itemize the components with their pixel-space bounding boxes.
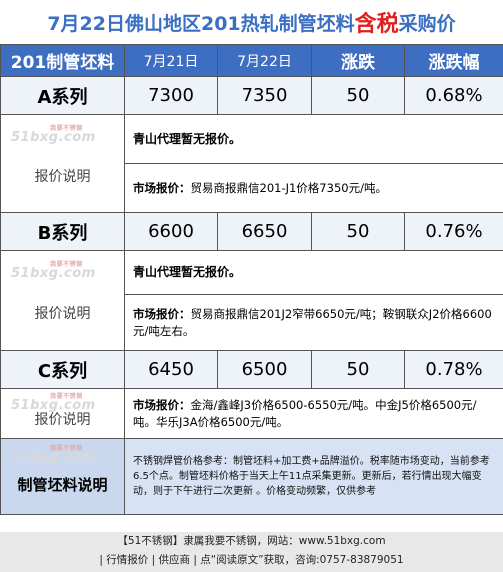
price-prev: 6450: [124, 350, 218, 389]
price-table: 201制管坯料 7月21日 7月22日 涨跌 涨跌幅 A系列 7300 7350…: [0, 44, 503, 515]
table-row: C系列 6450 6500 50 0.78%: [0, 350, 503, 389]
title-prefix: 7月22日佛山地区201热轧制管坯料: [47, 12, 355, 35]
watermark-logo: 我要不锈钢 51bxg.com: [11, 261, 96, 281]
title-suffix: 采购价: [398, 12, 456, 35]
table-header-row: 201制管坯料 7月21日 7月22日 涨跌 涨跌幅: [0, 44, 503, 77]
note-row: 我要不锈钢 51bxg.com 报价说明 青山代理暂无报价。: [0, 114, 503, 213]
price-change: 50: [311, 76, 405, 115]
note-label-cell: 我要不锈钢 51bxg.com 报价说明: [0, 114, 125, 213]
price-change: 50: [311, 212, 405, 251]
explanation-row: 我要不锈钢 51bxg.com 制管坯料说明 不锈钢焊管价格参考：制管坯料+加工费…: [0, 438, 503, 515]
note-label-cell: 我要不锈钢 51bxg.com 报价说明: [0, 250, 125, 351]
note-text: 青山代理暂无报价。: [124, 250, 503, 295]
note-row: 市场报价：贸易商报鼎信201-J1价格7350元/吨。: [1, 163, 503, 213]
series-name: A系列: [0, 76, 125, 115]
note-row: 我要不锈钢 51bxg.com 报价说明 市场报价：金海/鑫峰J3价格6500-6…: [0, 388, 503, 439]
explanation-label: 制管坯料说明: [17, 476, 108, 494]
note-text: 青山代理暂无报价。: [124, 114, 503, 164]
header-cell: 7月22日: [217, 44, 312, 77]
title-highlight: 含税: [354, 12, 399, 37]
note-label: 报价说明: [34, 411, 91, 428]
price-prev: 6600: [124, 212, 218, 251]
price-curr: 7350: [217, 76, 312, 115]
note-row: 我要不锈钢 51bxg.com 报价说明 青山代理暂无报价。: [0, 250, 503, 351]
note-label-cell: 我要不锈钢 51bxg.com 报价说明: [0, 388, 125, 439]
explanation-text: 不锈钢焊管价格参考：制管坯料+加工费+品牌溢价。税率随市场变动，当前参考6.5个…: [124, 438, 503, 515]
note-text: 市场报价：贸易商报鼎信201-J1价格7350元/吨。: [124, 163, 503, 213]
watermark-logo: 我要不锈钢 51bxg.com: [11, 393, 96, 413]
price-change: 50: [311, 350, 405, 389]
series-name: C系列: [0, 350, 125, 389]
price-curr: 6650: [217, 212, 312, 251]
price-prev: 7300: [124, 76, 218, 115]
explanation-label-cell: 我要不锈钢 51bxg.com 制管坯料说明: [0, 438, 125, 515]
watermark-logo: 我要不锈钢 51bxg.com: [11, 445, 96, 465]
footer-line-1: 【51不锈钢】隶属我要不锈钢，网站：www.51bxg.com: [117, 535, 386, 547]
footer-line-2: | 行情报价 | 供应商 | 点“阅读原文”获取，咨询:0757-8387905…: [99, 554, 404, 566]
header-cell: 涨跌: [311, 44, 405, 77]
note-text: 市场报价：贸易商报鼎信201J2窄带6650元/吨；鞍钢联众J2价格6600元/…: [124, 294, 503, 351]
note-label: 报价说明: [34, 305, 91, 322]
watermark-logo: 我要不锈钢 51bxg.com: [11, 125, 96, 145]
note-row: 市场报价：贸易商报鼎信201J2窄带6650元/吨；鞍钢联众J2价格6600元/…: [1, 294, 503, 351]
price-change-pct: 0.76%: [404, 212, 503, 251]
header-cell: 201制管坯料: [0, 44, 125, 77]
footer: 【51不锈钢】隶属我要不锈钢，网站：www.51bxg.com | 行情报价 |…: [0, 532, 503, 572]
price-change-pct: 0.68%: [404, 76, 503, 115]
note-label: 报价说明: [34, 168, 91, 185]
header-cell: 涨跌幅: [404, 44, 503, 77]
table-row: B系列 6600 6650 50 0.76%: [0, 212, 503, 251]
table-row: A系列 7300 7350 50 0.68%: [0, 76, 503, 115]
price-curr: 6500: [217, 350, 312, 389]
page-title: 7月22日佛山地区201热轧制管坯料 含税 采购价: [0, 0, 503, 44]
series-name: B系列: [0, 212, 125, 251]
header-cell: 7月21日: [124, 44, 218, 77]
price-change-pct: 0.78%: [404, 350, 503, 389]
note-text: 市场报价：金海/鑫峰J3价格6500-6550元/吨。中金J5价格6500元/吨…: [124, 388, 503, 439]
